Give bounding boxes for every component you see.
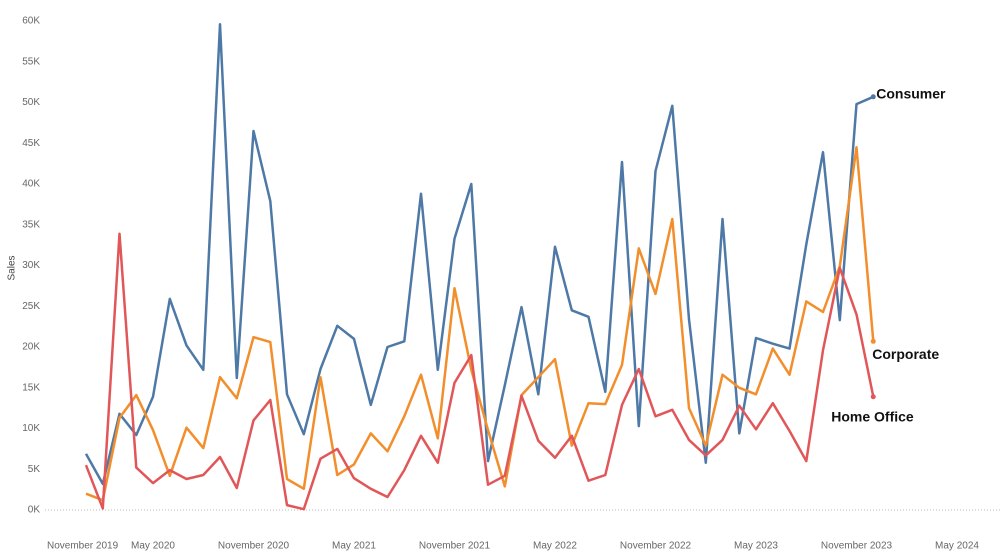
x-tick-label: May 2024 [935,541,979,552]
y-tick-label: 0K [28,505,41,516]
y-tick-label: 15K [22,382,40,393]
y-axis-title: Sales [7,255,18,280]
series-line [85,146,875,502]
y-tick-label: 40K [22,179,40,190]
y-tick-label: 60K [22,16,40,27]
end-point [870,94,876,100]
x-tick-label: May 2020 [131,541,175,552]
y-tick-label: 20K [22,342,40,353]
legend-label: Corporate [872,346,939,362]
end-point [870,338,876,344]
x-tick-label: November 2019 [47,541,119,552]
legend-label: Consumer [876,85,946,101]
y-tick-label: 55K [22,56,40,67]
x-tick-label: November 2023 [821,541,893,552]
x-tick-label: May 2023 [734,541,778,552]
y-tick-label: 10K [22,423,40,434]
legend-label: Home Office [831,408,914,424]
series-line [84,23,874,486]
x-tick-label: November 2020 [218,541,290,552]
x-tick-label: May 2021 [332,541,376,552]
y-tick-label: 50K [22,97,40,108]
end-point [870,394,876,400]
series-line [84,232,875,511]
y-tick-label: 30K [22,260,40,271]
y-tick-label: 45K [22,138,40,149]
y-tick-label: 25K [22,301,40,312]
x-tick-label: May 2022 [533,541,577,552]
x-tick-label: November 2022 [620,541,692,552]
x-tick-label: November 2021 [419,541,491,552]
y-tick-label: 35K [22,219,40,230]
y-tick-label: 5K [28,464,41,475]
